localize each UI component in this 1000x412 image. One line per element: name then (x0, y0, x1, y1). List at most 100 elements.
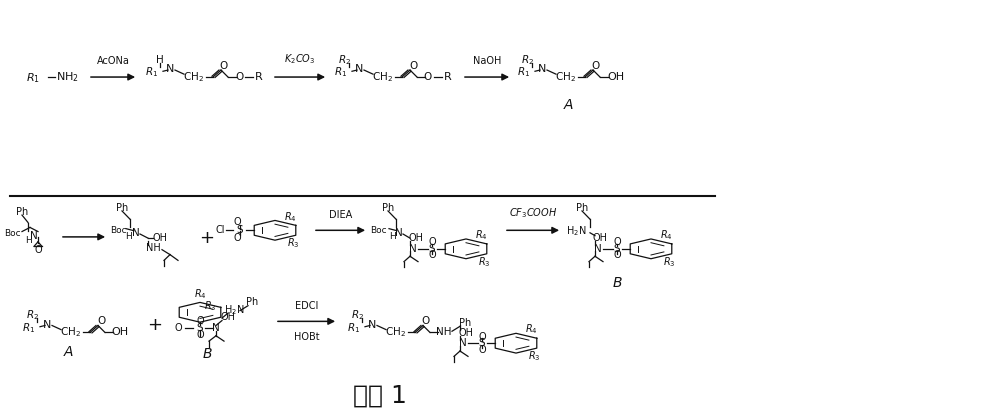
Text: O: O (428, 250, 436, 260)
Text: H: H (126, 232, 132, 241)
Text: $R_3$: $R_3$ (204, 299, 216, 313)
Text: DIEA: DIEA (329, 210, 352, 220)
Text: $R_3$: $R_3$ (478, 255, 490, 269)
Text: OH: OH (458, 328, 474, 338)
Text: $\mathrm{H_2N}$: $\mathrm{H_2N}$ (224, 303, 244, 317)
Text: Boc: Boc (110, 226, 126, 235)
Text: N: N (30, 231, 38, 241)
Text: OH: OH (220, 312, 236, 322)
Text: $R_4$: $R_4$ (525, 322, 537, 336)
Text: +: + (148, 316, 162, 335)
Text: N: N (166, 64, 174, 74)
Text: S: S (614, 244, 620, 254)
Text: N: N (409, 244, 417, 254)
Text: S: S (237, 225, 243, 235)
Text: $R_4$: $R_4$ (284, 210, 296, 224)
Text: O: O (233, 233, 241, 243)
Text: EDCI: EDCI (295, 301, 318, 311)
Text: $\mathrm{CH_2}$: $\mathrm{CH_2}$ (60, 325, 80, 339)
Text: $R_3$: $R_3$ (528, 349, 540, 363)
Text: H: H (25, 236, 31, 245)
Text: N: N (132, 228, 140, 238)
Text: A: A (563, 98, 573, 112)
Text: O: O (592, 61, 600, 71)
Text: R: R (444, 72, 452, 82)
Text: $R_4$: $R_4$ (475, 228, 487, 242)
Text: H: H (156, 55, 164, 65)
Text: O: O (34, 246, 42, 255)
Text: $\mathrm{CH_2}$: $\mathrm{CH_2}$ (183, 70, 203, 84)
Text: O: O (428, 237, 436, 247)
Text: Ph: Ph (116, 203, 128, 213)
Text: $R_2$: $R_2$ (26, 308, 40, 322)
Text: N: N (538, 64, 546, 74)
Text: Boc: Boc (4, 229, 20, 238)
Text: O: O (424, 72, 432, 82)
Text: Ph: Ph (382, 203, 394, 213)
Text: $CF_3COOH$: $CF_3COOH$ (509, 206, 557, 220)
Text: OH: OH (592, 233, 608, 243)
Text: $R_1$: $R_1$ (145, 66, 159, 80)
Text: $\mathrm{H_2N}$: $\mathrm{H_2N}$ (566, 224, 586, 238)
Text: S: S (197, 323, 203, 333)
Text: N: N (459, 338, 467, 348)
Text: N: N (212, 323, 220, 333)
Text: R: R (255, 72, 263, 82)
Text: Ph: Ph (246, 297, 258, 307)
Text: $R_1$: $R_1$ (26, 71, 40, 85)
Text: O: O (478, 332, 486, 342)
Text: O: O (478, 345, 486, 355)
Text: $R_4$: $R_4$ (194, 288, 206, 302)
Text: $\mathrm{CH_2}$: $\mathrm{CH_2}$ (385, 325, 405, 339)
Text: H: H (389, 232, 395, 241)
Text: $R_2$: $R_2$ (351, 308, 365, 322)
Text: O: O (196, 316, 204, 326)
Text: Ph: Ph (16, 207, 28, 217)
Text: O: O (422, 316, 430, 326)
Text: $\mathrm{CH_2}$: $\mathrm{CH_2}$ (555, 70, 575, 84)
Text: Boc: Boc (370, 226, 386, 235)
Text: $R_3$: $R_3$ (287, 236, 299, 250)
Text: $R_1$: $R_1$ (334, 66, 348, 80)
Text: B: B (202, 347, 212, 361)
Text: S: S (429, 244, 435, 254)
Text: O: O (220, 61, 228, 71)
Text: N: N (43, 320, 51, 330)
Text: O: O (613, 250, 621, 260)
Text: O: O (174, 323, 182, 333)
Text: N: N (395, 228, 403, 238)
Text: Ph: Ph (576, 203, 588, 213)
Text: $R_1$: $R_1$ (517, 66, 531, 80)
Text: O: O (97, 316, 105, 326)
Text: HOBt: HOBt (294, 332, 319, 342)
Text: O: O (235, 72, 243, 82)
Text: Ph: Ph (459, 318, 471, 328)
Text: $R_3$: $R_3$ (663, 255, 675, 269)
Text: N: N (594, 244, 602, 254)
Text: OH: OH (111, 328, 129, 337)
Text: $R_2$: $R_2$ (521, 53, 535, 67)
Text: 路线 1: 路线 1 (353, 384, 407, 407)
Text: NH: NH (436, 328, 452, 337)
Text: $R_1$: $R_1$ (22, 321, 36, 335)
Text: $R_4$: $R_4$ (660, 228, 672, 242)
Text: OH: OH (152, 233, 168, 243)
Text: $K_2CO_3$: $K_2CO_3$ (284, 53, 316, 66)
Text: $\mathrm{CH_2}$: $\mathrm{CH_2}$ (372, 70, 392, 84)
Text: O: O (613, 237, 621, 247)
Text: O: O (196, 330, 204, 339)
Text: O: O (409, 61, 417, 71)
Text: Cl: Cl (215, 225, 225, 235)
Text: NaOH: NaOH (473, 56, 501, 66)
Text: $R_2$: $R_2$ (338, 53, 352, 67)
Text: AcONa: AcONa (97, 56, 129, 66)
Text: OH: OH (409, 233, 424, 243)
Text: N: N (368, 320, 376, 330)
Text: A: A (63, 345, 73, 359)
Text: $\mathrm{NH_2}$: $\mathrm{NH_2}$ (56, 70, 78, 84)
Text: NH: NH (146, 243, 160, 253)
Text: +: + (200, 229, 214, 247)
Text: B: B (612, 276, 622, 290)
Text: $R_1$: $R_1$ (347, 321, 361, 335)
Text: OH: OH (607, 72, 625, 82)
